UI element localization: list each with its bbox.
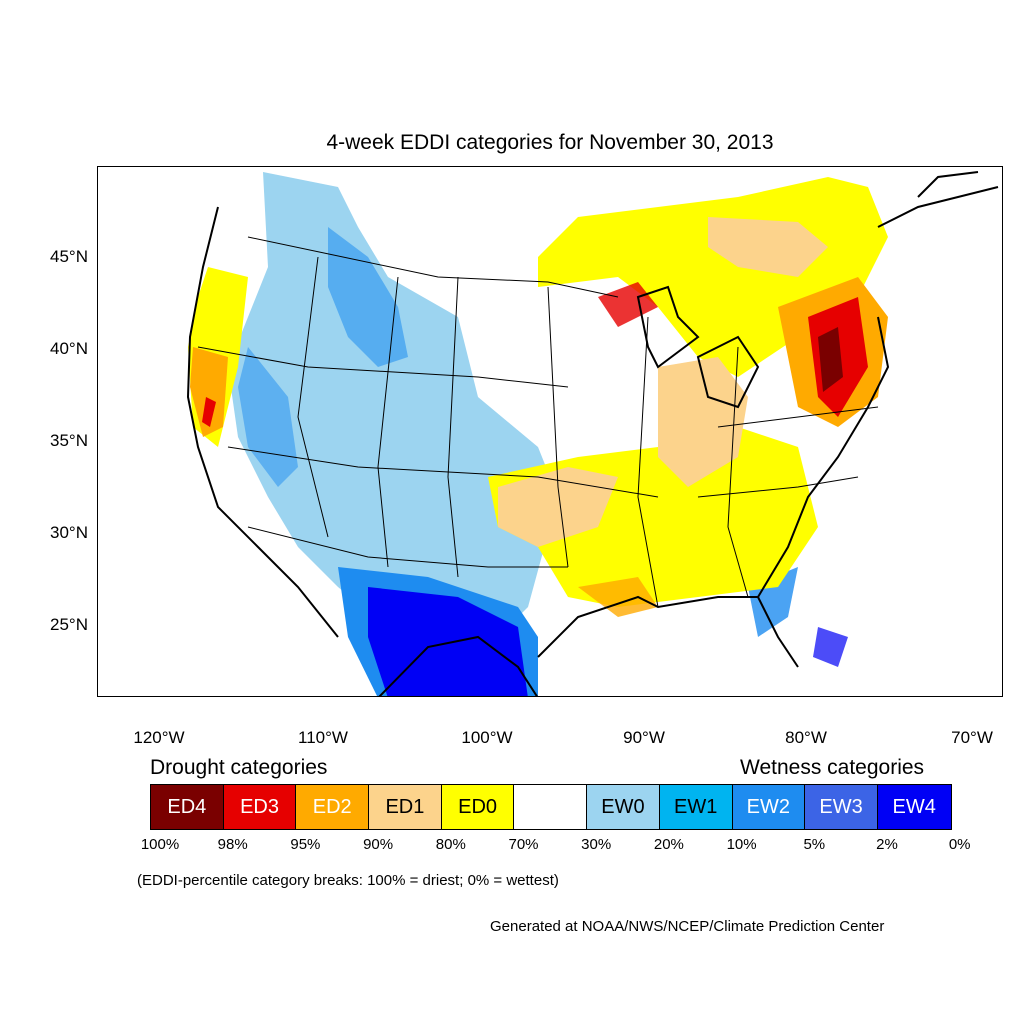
legend-box-ew1: EW1 — [659, 785, 733, 829]
legend-box-ed4: ED4 — [151, 785, 224, 829]
lon-label-100: 100°W — [461, 728, 513, 747]
lon-label-110: 110°W — [298, 728, 348, 747]
legend-box-ed3: ED3 — [223, 785, 297, 829]
map-panel — [97, 166, 1003, 697]
lon-label-70: 70°W — [951, 728, 993, 747]
legend-box-ed0: ED0 — [441, 785, 515, 829]
legend-box-ew2: EW2 — [732, 785, 806, 829]
wetness-categories-heading: Wetness categories — [740, 756, 925, 779]
category-legend: ED4 ED3 ED2 ED1 ED0 EW0 EW1 EW2 EW3 EW4 — [150, 784, 952, 830]
percentile-label: 95% — [290, 836, 321, 853]
lat-label-30: 30°N — [50, 523, 88, 542]
percentile-label: 2% — [876, 836, 898, 853]
lon-label-120: 120°W — [133, 728, 185, 747]
legend-box-ed1: ED1 — [369, 785, 442, 829]
drought-shading — [188, 177, 888, 617]
percentile-label: 20% — [653, 836, 684, 853]
lon-label-90: 90°W — [623, 728, 665, 747]
percentile-label: 30% — [581, 836, 612, 853]
lat-label-25: 25°N — [50, 615, 88, 634]
lat-label-45: 45°N — [50, 247, 88, 266]
credit-line: Generated at NOAA/NWS/NCEP/Climate Predi… — [490, 918, 885, 935]
coastlines — [186, 171, 999, 696]
percentile-label: 5% — [803, 836, 826, 853]
percentile-label: 90% — [363, 836, 394, 853]
state-boundaries — [197, 236, 879, 608]
percentile-label: 80% — [435, 836, 466, 853]
percentile-label: 100% — [140, 836, 180, 853]
percentile-label: 10% — [726, 836, 757, 853]
percentile-label: 70% — [508, 836, 539, 853]
legend-box-ew0: EW0 — [587, 785, 660, 829]
lon-label-80: 80°W — [785, 728, 827, 747]
legend-box-ew4: EW4 — [877, 785, 951, 829]
eddi-map — [186, 171, 999, 696]
percentile-label: 0% — [948, 836, 971, 853]
drought-categories-heading: Drought categories — [150, 756, 328, 779]
category-breaks-note: (EDDI-percentile category breaks: 100% =… — [137, 872, 559, 889]
lat-label-35: 35°N — [50, 431, 88, 450]
legend-box-neutral — [514, 785, 588, 829]
percentile-label: 98% — [217, 836, 248, 853]
legend-box-ew3: EW3 — [805, 785, 878, 829]
lat-label-40: 40°N — [50, 339, 88, 358]
map-title: 4-week EDDI categories for November 30, … — [326, 131, 774, 154]
legend-box-ed2: ED2 — [296, 785, 370, 829]
wetness-shading — [228, 172, 848, 696]
